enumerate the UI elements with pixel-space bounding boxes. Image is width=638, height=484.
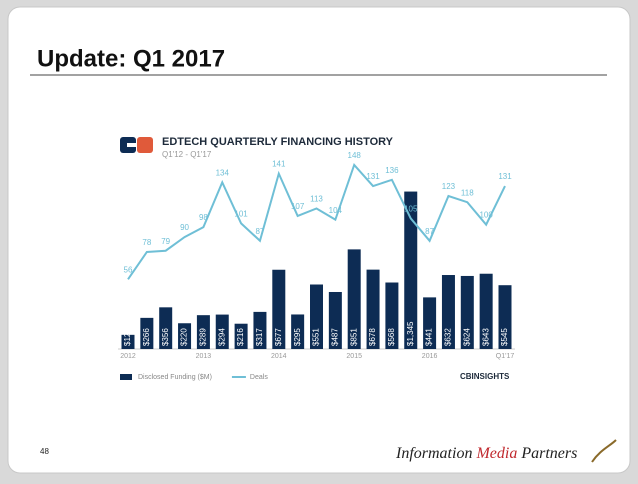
legend-swatch: [120, 374, 132, 380]
line-value-label: 141: [272, 160, 286, 169]
bar-value-label: $551: [312, 328, 321, 346]
footer-word: Media: [475, 445, 517, 462]
line-value-label: 79: [161, 237, 170, 246]
line-value-label: 134: [216, 168, 230, 177]
footer-word: Partners: [520, 445, 577, 462]
line-value-label: 90: [180, 223, 189, 232]
line-value-label: 100: [479, 211, 493, 220]
line-value-label: 78: [142, 238, 151, 247]
chart-subtitle: Q1'12 - Q1'17: [162, 150, 212, 159]
bar: [347, 249, 361, 349]
x-tick-label: 2013: [196, 353, 212, 360]
bar: [253, 311, 267, 349]
bar: [404, 191, 418, 349]
footer: Information Media Partners: [395, 445, 577, 462]
x-tick-label: 2012: [120, 353, 136, 360]
line-value-label: 131: [498, 172, 512, 181]
bar-value-label: $487: [330, 328, 339, 346]
bar: [366, 269, 380, 349]
bar: [234, 323, 248, 349]
bar-value-label: $677: [274, 328, 283, 346]
bar: [310, 284, 323, 349]
bar-value-label: $632: [444, 328, 453, 346]
bar-value-label: $294: [217, 328, 226, 346]
x-tick-label: 2015: [346, 353, 362, 360]
bar: [498, 285, 512, 349]
bar: [178, 323, 192, 349]
bar: [385, 282, 399, 349]
line-value-label: 101: [234, 209, 248, 218]
line-value-label: 123: [442, 182, 456, 191]
bar: [423, 297, 437, 349]
bar-value-label: $441: [425, 328, 434, 346]
line-value-label: 105: [404, 205, 418, 214]
chart-title: EDTECH QUARTERLY FINANCING HISTORY: [162, 136, 394, 148]
bar: [159, 307, 173, 349]
line-value-label: 118: [461, 188, 474, 197]
bar-value-label: $678: [368, 328, 377, 346]
bar-value-label: $289: [199, 328, 208, 346]
footer-logo: [591, 439, 617, 463]
bar-value-label: $295: [293, 328, 302, 346]
bar-value-label: $266: [142, 328, 151, 346]
x-tick-label: Q1'17: [496, 353, 515, 360]
bar-value-label: $568: [387, 328, 396, 346]
line-value-label: 56: [124, 265, 133, 274]
x-tick-label: 2016: [422, 353, 438, 360]
bar-value-label: $545: [500, 328, 509, 346]
plot-area: 2012 2013 2014 2015 2016 Q1'17 $121 $266 $356 $22…: [118, 151, 515, 381]
source-logo: CBINSIGHTS: [460, 372, 510, 381]
chart-logo: [120, 137, 153, 153]
bar: [291, 314, 305, 349]
bar-value-label: $643: [481, 328, 490, 346]
footer-word: Information: [395, 445, 472, 462]
line-value-label: 113: [310, 195, 323, 204]
slide-background: [7, 6, 631, 474]
line-value-label: 104: [329, 206, 343, 215]
line-value-label: 87: [425, 227, 434, 236]
line-value-label: 107: [291, 202, 305, 211]
bar: [196, 315, 210, 349]
line-value-label: 136: [385, 166, 399, 175]
line-value-label: 148: [348, 151, 362, 160]
bar-value-label: $220: [180, 328, 189, 346]
bar: [121, 334, 135, 349]
bar: [328, 291, 342, 349]
bar-value-label: $356: [161, 328, 170, 346]
legend-label: Deals: [250, 374, 268, 381]
bar: [441, 275, 455, 349]
line-value-label: 131: [366, 172, 380, 181]
bar: [140, 317, 154, 349]
bar-value-label: $317: [255, 328, 264, 346]
bar-value-label: $624: [462, 328, 471, 346]
line-value-label: 98: [199, 213, 208, 222]
x-tick-label: 2014: [271, 353, 287, 360]
bar-value-label: $1,345: [406, 321, 415, 346]
bar: [479, 273, 493, 349]
deals-line: [127, 162, 506, 280]
bar: [460, 275, 474, 349]
bar: [215, 314, 229, 349]
slide-title: Update: Q1 2017: [37, 45, 225, 72]
bar-value-label: $121: [123, 328, 132, 346]
page-number: 48: [40, 447, 49, 456]
bar-value-label: $216: [236, 328, 245, 346]
legend-label: Disclosed Funding ($M): [138, 374, 212, 381]
bar: [272, 269, 286, 349]
line-value-label: 87: [255, 227, 264, 236]
bar-value-label: $851: [349, 328, 358, 346]
